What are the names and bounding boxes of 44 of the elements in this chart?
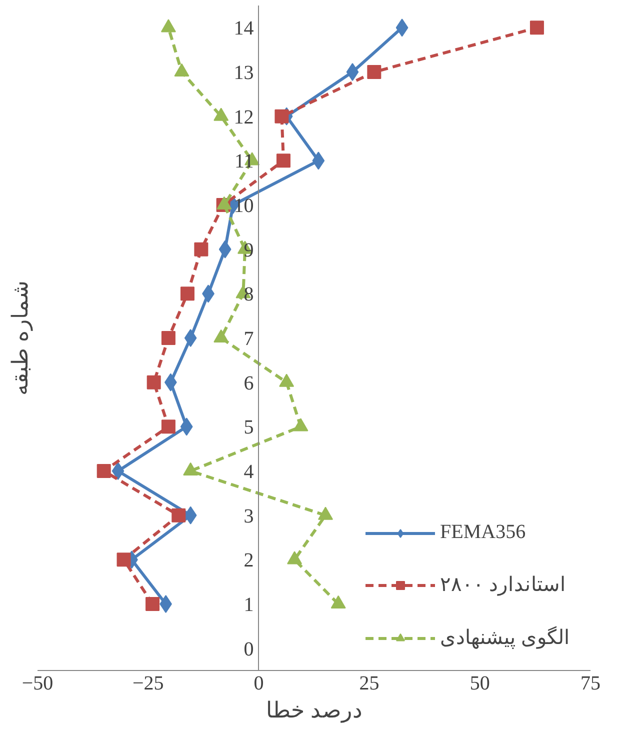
point: [146, 597, 160, 611]
y-tick-label: 3: [244, 505, 254, 528]
y-tick-label: 13: [234, 62, 254, 84]
point: [367, 65, 382, 79]
y-tick-label: 0: [244, 638, 254, 660]
legend-label: استاندارد ۲۸۰۰: [440, 573, 566, 597]
point: [112, 462, 124, 480]
point: [172, 508, 186, 522]
x-axis-title: درصد خطا: [266, 698, 362, 724]
y-tick-label: 14: [234, 18, 254, 40]
x-tick-label: 25: [359, 672, 380, 694]
y-tick-label: 1: [244, 594, 254, 616]
point: [276, 154, 290, 168]
point: [180, 418, 193, 436]
x-tick-label: 75: [580, 672, 600, 694]
point: [96, 464, 111, 478]
x-tick-label: −25: [132, 672, 164, 694]
y-tick-label: 4: [244, 461, 254, 483]
y-tick-label: 6: [244, 372, 254, 394]
y-axis-title: شماره طبقه: [8, 280, 34, 396]
point: [146, 375, 161, 390]
legend-label: الگوی پیشنهادی: [440, 625, 570, 650]
point: [530, 20, 544, 35]
point: [346, 63, 359, 81]
point: [274, 109, 289, 124]
legend-label: FEMA356: [440, 521, 526, 544]
point: [396, 18, 408, 37]
point: [194, 242, 208, 256]
point: [164, 373, 177, 392]
y-tick-label: 12: [234, 106, 254, 128]
point: [184, 329, 197, 347]
y-tick-label: 5: [244, 416, 254, 439]
point: [184, 506, 197, 524]
y-tick-label: 10: [234, 195, 254, 217]
point: [218, 240, 232, 258]
point: [180, 286, 194, 301]
x-tick-label: −50: [22, 672, 54, 694]
point: [161, 420, 176, 434]
point: [116, 552, 131, 567]
point: [312, 152, 325, 170]
y-tick-label: 2: [244, 550, 254, 572]
y-tick-label: 7: [244, 328, 254, 350]
point: [161, 331, 176, 345]
x-tick-label: 50: [470, 672, 490, 694]
